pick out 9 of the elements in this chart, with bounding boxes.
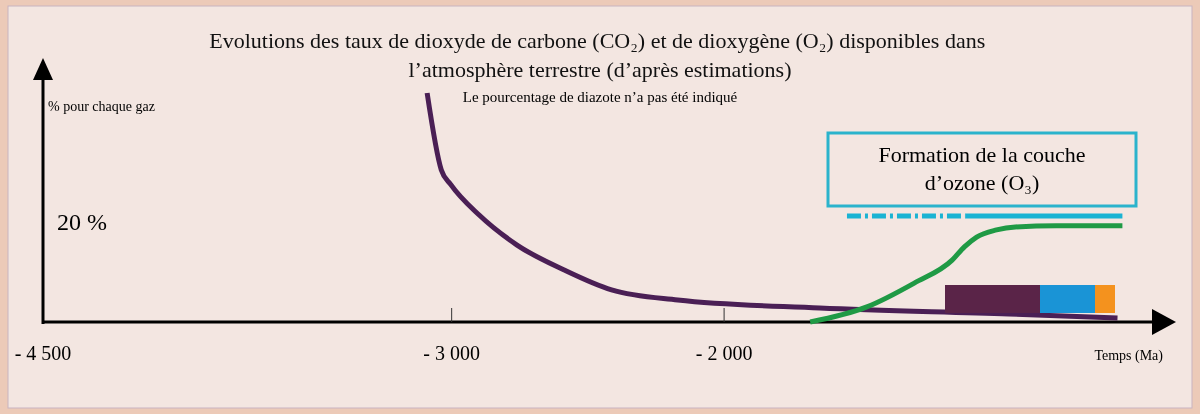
y-axis-title: % pour chaque gaz xyxy=(48,99,155,114)
x-axis-title: Temps (Ma) xyxy=(1094,348,1164,364)
x-tick-label: - 4 500 xyxy=(14,342,72,364)
chart-subtitle: Le pourcentage de diazote n’a pas été indiqué xyxy=(462,89,738,105)
annotation: Formation de la couche d’ozone (O₃) xyxy=(878,142,1086,195)
annotation: 20 % xyxy=(57,209,107,235)
chart-title: Evolutions des taux de dioxyde de carbone (CO₂) et de dioxygène (O₂) disponibles dans l’atmosphère terrestre (d’après estimations) xyxy=(209,28,991,82)
x-tick-label: - 3 000 xyxy=(423,342,480,364)
x-tick-label: - 2 000 xyxy=(695,342,753,364)
